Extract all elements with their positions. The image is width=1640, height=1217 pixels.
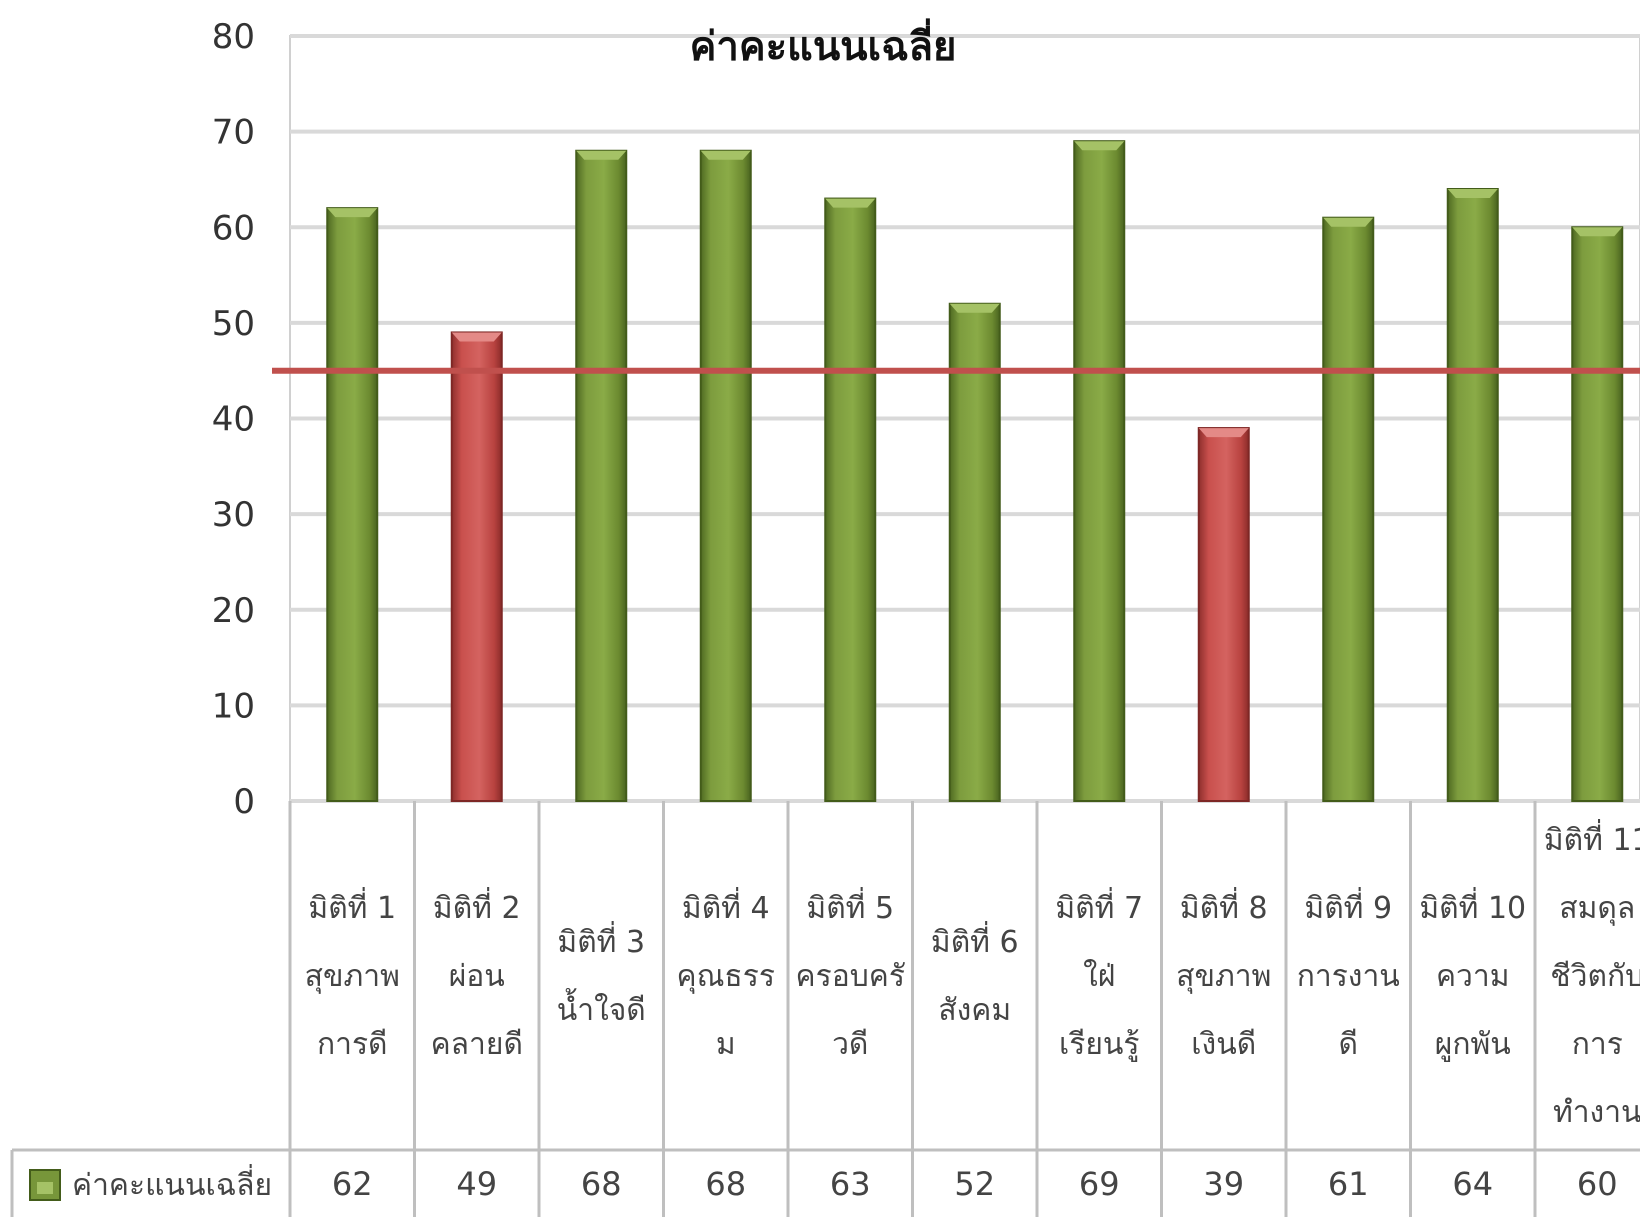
category-label: มิติที่ 10 [1419,887,1526,926]
bar [1073,140,1126,802]
y-tick-label: 0 [233,782,255,822]
data-table-value: 52 [954,1165,995,1203]
bar-cap [451,332,502,342]
y-tick-label: 50 [212,304,255,344]
bars [326,140,1624,802]
y-axis: 0 10 20 30 40 50 60 70 80 [212,17,255,822]
bar [1197,427,1250,802]
category-label: มิติที่ 9 [1304,887,1392,926]
data-table-value: 60 [1577,1165,1618,1203]
data-table-value: 69 [1079,1165,1120,1203]
bar [1446,188,1499,802]
bar-cap [1198,428,1249,438]
category-label: มิติที่ 5 [806,887,894,926]
bar-body [1197,427,1250,802]
bar-cap [576,150,627,160]
data-table-value: 68 [581,1165,622,1203]
data-table-value: 68 [705,1165,746,1203]
category-label: มิติที่ 1 [308,887,396,926]
bar-body [824,197,877,802]
category-label: น้ำใจดี [557,988,646,1028]
y-tick-label: 30 [212,495,255,535]
category-label: การงาน [1297,959,1400,994]
category-label: มิติที่ 8 [1180,887,1268,926]
category-label: ชีวิตกับ [1550,959,1640,994]
bar-body [575,149,628,802]
category-label: การ [1572,1027,1623,1062]
category-label: มิติที่ 3 [557,921,645,960]
bar-body [699,149,752,802]
category-label: ผูกพัน [1435,1027,1511,1062]
bar-cap [1572,227,1623,237]
bar [1322,216,1375,802]
category-label: ครอบครั [796,959,905,994]
bar [948,302,1001,802]
category-label: เงินดี [1191,1027,1256,1062]
category-label: การดี [317,1027,388,1062]
category-label: ความ [1436,959,1510,994]
category-label: มิติที่ 2 [433,887,521,926]
data-table-value: 49 [456,1165,497,1203]
bar-body [1322,216,1375,802]
bar [326,207,379,802]
bar [575,149,628,802]
bar-cap [1447,189,1498,198]
y-tick-label: 40 [212,400,255,440]
category-label: มิติที่ 6 [931,921,1019,960]
bar [1571,226,1624,802]
y-tick-label: 80 [212,17,255,57]
data-table-value: 63 [830,1165,871,1203]
bar-body [948,302,1001,802]
bar-cap [327,208,378,218]
category-label: สุขภาพ [1176,959,1271,995]
bar-cap [949,303,1000,313]
bar-body [1446,188,1499,802]
y-tick-label: 60 [212,208,255,248]
category-label: มิติที่ 7 [1055,887,1143,926]
data-table-value: 61 [1328,1165,1369,1203]
category-label: มิติที่ 11 [1544,819,1640,858]
data-table-value: 62 [332,1165,373,1203]
bar-cap [700,150,751,160]
category-label: ผ่อน [449,959,505,994]
category-label: สมดุล [1559,891,1635,927]
category-label: สังคม [938,993,1011,1028]
bar-body [326,207,379,802]
bar-cap [825,198,876,208]
category-label: เรียนรู้ [1059,1027,1140,1062]
category-label: ม [716,1027,736,1062]
y-tick-label: 20 [212,591,255,631]
category-label: วดี [832,1027,868,1062]
data-table-value: 64 [1452,1165,1493,1203]
category-label: คลายดี [431,1027,523,1062]
category-label: คุณธรร [677,959,775,995]
y-tick-label: 70 [212,113,255,153]
bar [824,197,877,802]
bar-body [1073,140,1126,802]
bar-body [1571,226,1624,802]
bar [699,149,752,802]
y-tick-label: 10 [212,686,255,726]
category-label: สุขภาพ [305,959,400,995]
bar-body [450,331,503,802]
category-label: ใฝ่ [1083,959,1115,994]
data-table-value: 39 [1203,1165,1244,1203]
legend-label: ค่าคะแนนเฉลี่ย [72,1164,272,1203]
bar [450,331,503,802]
legend-swatch-highlight [37,1182,53,1194]
bar-cap [1074,141,1125,151]
chart-title: ค่าคะแนนเฉลี่ย [690,18,957,70]
bar-cap [1323,217,1374,227]
category-label: ทำงาน [1553,1095,1640,1130]
category-label: ดี [1339,1027,1358,1062]
category-label: มิติที่ 4 [682,887,770,926]
